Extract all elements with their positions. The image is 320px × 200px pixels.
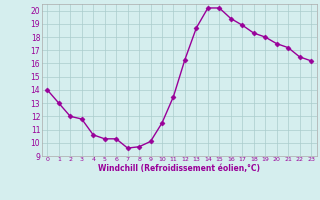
X-axis label: Windchill (Refroidissement éolien,°C): Windchill (Refroidissement éolien,°C) xyxy=(98,164,260,173)
